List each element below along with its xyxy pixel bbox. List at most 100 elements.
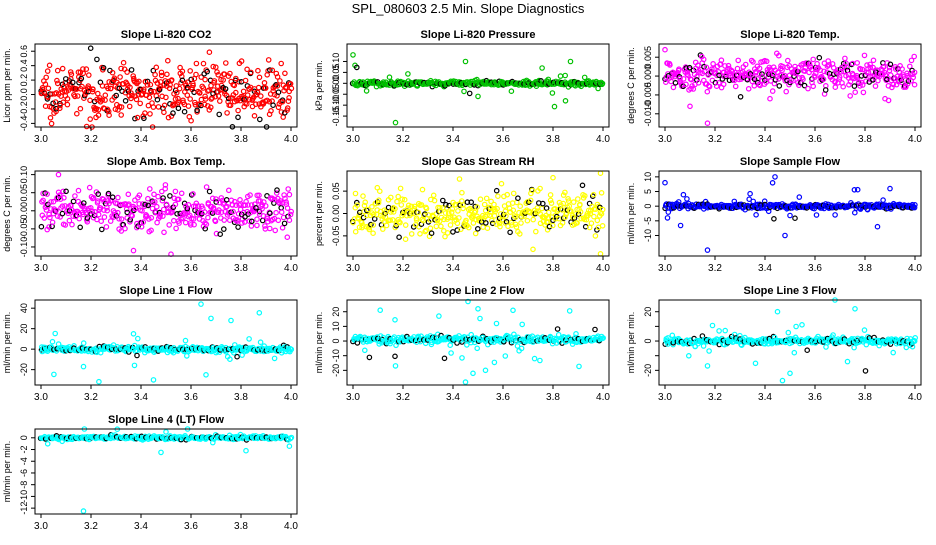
data-point (136, 78, 142, 85)
outlier-point (350, 52, 356, 58)
data-point (86, 184, 93, 191)
data-point (49, 338, 56, 345)
x-tick-label: 3.4 (446, 392, 460, 403)
chart-panel-co2: Slope Li-820 CO2 Licor ppm per min. 3.0 3.2… (2, 29, 298, 145)
data-point (746, 196, 753, 203)
data-point (248, 223, 255, 229)
data-point (262, 226, 269, 232)
data-point (911, 69, 918, 76)
data-point (245, 202, 251, 208)
y-tick-label: -4 (19, 457, 29, 465)
data-point (275, 89, 282, 96)
data-point (52, 330, 59, 337)
data-point (374, 184, 381, 191)
data-point (166, 85, 173, 92)
points-line2 (350, 298, 607, 385)
data-point (566, 308, 573, 314)
data-point (193, 60, 200, 67)
data-point (353, 199, 360, 206)
data-point (146, 94, 153, 101)
data-point (886, 64, 893, 71)
data-point (851, 187, 858, 193)
data-point (498, 180, 505, 187)
data-point (167, 193, 173, 199)
data-point (769, 88, 776, 94)
data-point (53, 207, 59, 214)
y-tick-label: 0.00 (331, 205, 341, 223)
data-point (820, 76, 827, 83)
data-point (148, 215, 155, 221)
data-point (223, 204, 229, 211)
x-tick-label: 3.8 (234, 392, 248, 403)
data-point (706, 83, 713, 90)
data-point (532, 228, 539, 235)
data-point (799, 321, 805, 328)
data-point (103, 224, 110, 230)
outlier-point (662, 46, 668, 53)
data-point (170, 110, 176, 116)
data-point (500, 338, 507, 345)
data-point (176, 85, 183, 92)
data-point (366, 226, 373, 233)
data-point (162, 182, 169, 188)
data-point (267, 210, 273, 217)
data-point (441, 216, 447, 223)
data-point (165, 57, 171, 64)
data-point (401, 196, 408, 203)
data-point (411, 205, 418, 212)
data-point (179, 77, 186, 84)
data-point (872, 83, 879, 89)
data-point (867, 64, 874, 71)
data-point (759, 71, 765, 77)
data-point (890, 349, 897, 356)
data-point (286, 443, 293, 450)
data-point (131, 362, 138, 369)
data-point (387, 217, 394, 224)
y-tick-label: -0.05 (19, 219, 29, 240)
data-point (899, 66, 905, 72)
data-point (832, 84, 839, 91)
x-tick-label: 3.8 (234, 521, 248, 532)
data-point (86, 72, 92, 78)
outlier-point (779, 377, 786, 384)
data-point (677, 222, 684, 229)
x-tick-label: 3.0 (658, 263, 672, 274)
data-point (254, 216, 260, 223)
data-point (509, 338, 516, 345)
x-tick-label: 4.0 (908, 392, 922, 403)
data-point (413, 215, 420, 222)
data-point (579, 182, 586, 189)
data-point (89, 208, 96, 215)
data-point (600, 335, 607, 341)
data-point (382, 214, 389, 220)
data-point (237, 206, 244, 213)
data-point (100, 196, 107, 203)
data-point (514, 343, 521, 349)
data-point (210, 63, 217, 70)
outlier-point (475, 305, 481, 312)
x-tick-label: 3.8 (546, 392, 560, 403)
data-point (102, 97, 108, 103)
data-point (140, 219, 147, 225)
data-point (63, 188, 69, 195)
data-point (488, 217, 495, 224)
data-point (288, 346, 295, 353)
y-tick-label: 0.000 (643, 65, 653, 88)
data-point (581, 193, 588, 199)
data-point (144, 78, 151, 85)
data-point (275, 104, 282, 111)
data-point (175, 95, 181, 102)
data-point (431, 197, 438, 204)
points-rh (349, 170, 606, 257)
data-point (695, 80, 702, 86)
outlier-point (704, 120, 711, 127)
data-point (859, 66, 866, 73)
data-point (353, 64, 360, 71)
chart-panel-temp: Slope Li-820 Temp. degrees C per min. 3.0 3… (626, 29, 922, 145)
data-point (244, 66, 250, 73)
data-point (262, 85, 269, 91)
data-point (234, 218, 240, 225)
data-point (769, 180, 776, 186)
data-point (210, 205, 217, 211)
data-point (171, 217, 177, 224)
